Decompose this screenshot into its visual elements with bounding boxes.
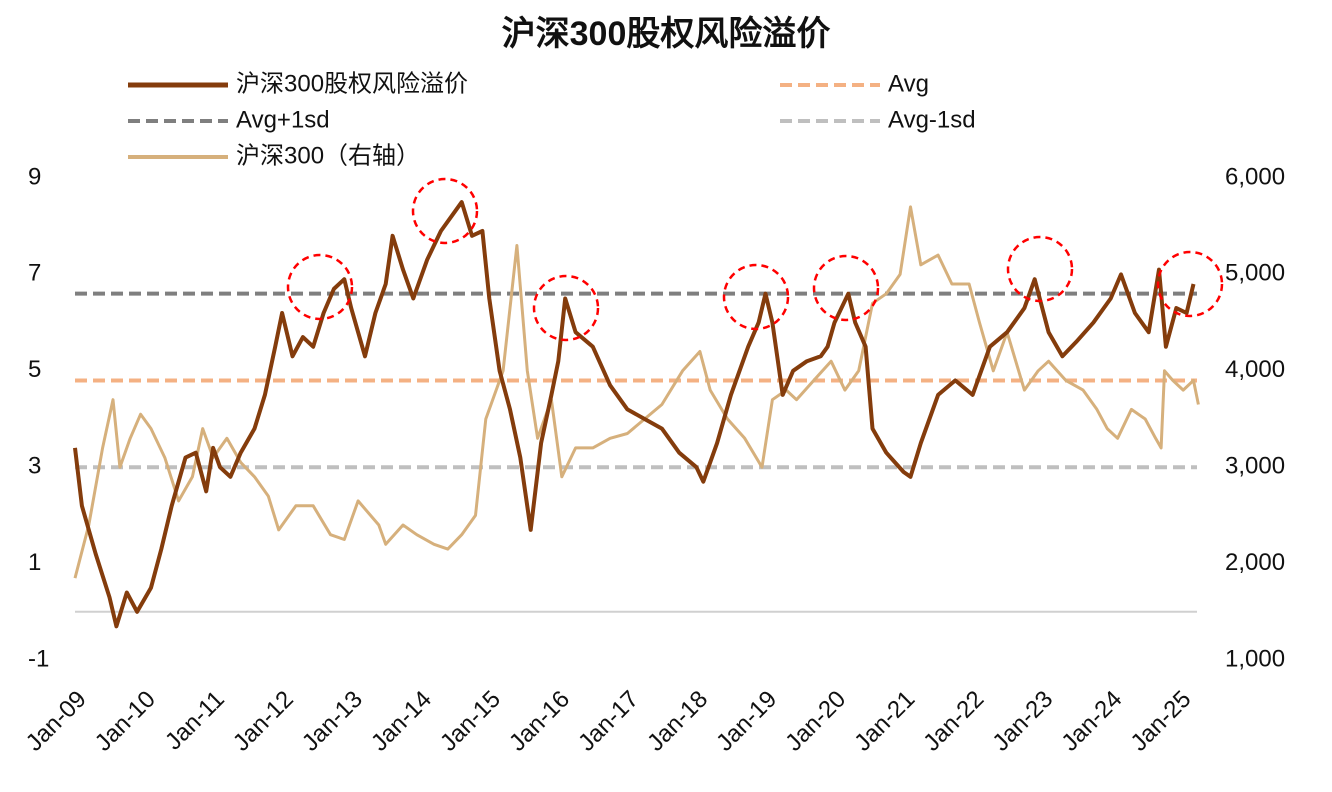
legend-label: Avg-1sd <box>888 106 976 133</box>
y2-tick-label: 6,000 <box>1225 163 1285 190</box>
highlight-circle <box>411 177 479 245</box>
legend-label: 沪深300股权风险溢价 <box>236 70 468 97</box>
x-tick-label: Jan-22 <box>918 686 989 757</box>
x-tick-label: Jan-23 <box>987 686 1058 757</box>
x-tick-label: Jan-20 <box>780 686 851 757</box>
y-tick-label: 1 <box>28 549 41 576</box>
x-tick-label: Jan-14 <box>366 686 437 757</box>
y2-tick-label: 5,000 <box>1225 260 1285 287</box>
highlight-circle <box>1156 250 1224 318</box>
series-line <box>73 200 1196 629</box>
y2-tick-label: 3,000 <box>1225 453 1285 480</box>
x-tick-label: Jan-10 <box>90 686 161 757</box>
x-tick-label: Jan-15 <box>435 686 506 757</box>
x-tick-label: Jan-09 <box>21 686 92 757</box>
x-tick-label: Jan-18 <box>642 686 713 757</box>
highlight-circle <box>1006 235 1074 303</box>
y-tick-label: 5 <box>28 356 41 383</box>
y2-tick-label: 1,000 <box>1225 645 1285 672</box>
legend-label: 沪深300（右轴） <box>236 142 420 169</box>
chart-title: 沪深300股权风险溢价 <box>502 14 831 53</box>
x-tick-label: Jan-13 <box>297 686 368 757</box>
x-tick-label: Jan-21 <box>849 686 920 757</box>
y-tick-label: 7 <box>28 260 41 287</box>
legend-label: Avg <box>888 70 929 97</box>
x-tick-label: Jan-11 <box>160 686 230 756</box>
y2-tick-label: 2,000 <box>1225 549 1285 576</box>
x-tick-label: Jan-16 <box>504 686 575 757</box>
highlight-circles <box>286 177 1224 342</box>
highlight-circle <box>812 254 880 322</box>
y-tick-label: 9 <box>28 163 41 190</box>
series-line <box>73 205 1200 579</box>
x-tick-label: Jan-17 <box>573 686 644 757</box>
highlight-circle <box>286 253 354 321</box>
x-tick-label: Jan-25 <box>1125 686 1196 757</box>
x-tick-label: Jan-19 <box>711 686 782 757</box>
y-tick-label: -1 <box>28 645 49 672</box>
highlight-circle <box>722 263 790 331</box>
x-tick-label: Jan-24 <box>1056 686 1127 757</box>
y-tick-label: 3 <box>28 453 41 480</box>
y2-tick-label: 4,000 <box>1225 356 1285 383</box>
x-tick-label: Jan-12 <box>228 686 299 757</box>
highlight-circle <box>532 274 600 342</box>
legend-label: Avg+1sd <box>236 106 330 133</box>
